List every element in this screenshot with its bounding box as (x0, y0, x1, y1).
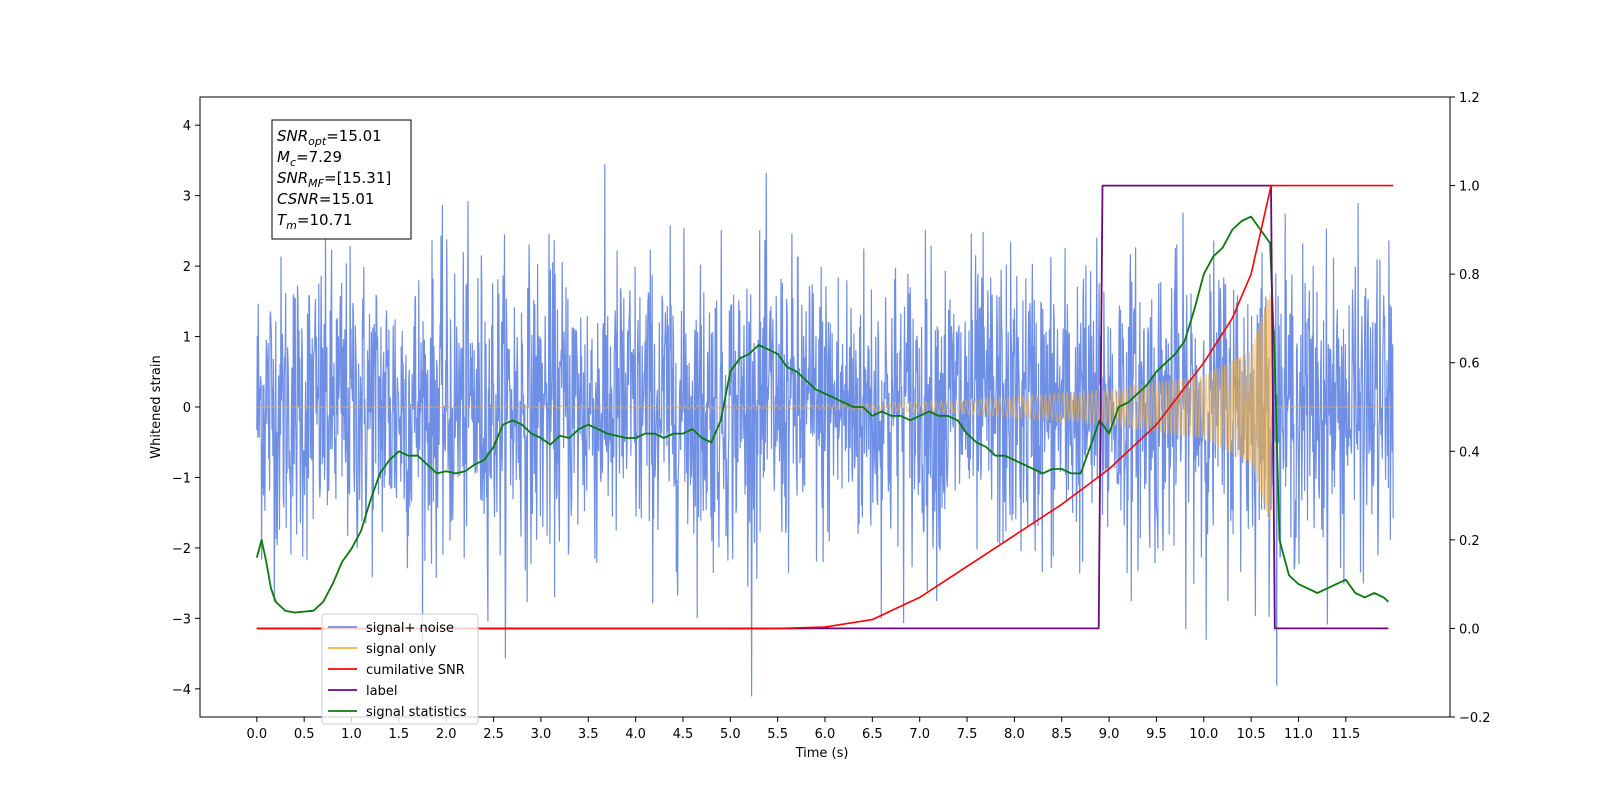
annotation-line: Mc=7.29 (277, 148, 342, 169)
annotation-box: SNRopt=15.01Mc=7.29SNRMF=[15.31]CSNR=15.… (271, 119, 412, 240)
x-tick-label: 4.0 (625, 727, 646, 742)
left-y-tick-label: −3 (172, 612, 191, 627)
x-tick-label: 3.5 (578, 727, 599, 742)
left-y-axis-ticks: 4 3 2 1 0 −1 −2 −3 −4 (172, 119, 200, 698)
x-tick-label: 9.5 (1146, 727, 1167, 742)
x-tick-label: 8.5 (1051, 727, 1072, 742)
right-y-tick-label: 0.2 (1459, 534, 1480, 549)
right-y-tick-label: 0.0 (1459, 622, 1480, 637)
x-tick-label: 11.0 (1284, 727, 1313, 742)
right-y-tick-label: 1.0 (1459, 180, 1480, 195)
x-axis-label: Time (s) (795, 746, 849, 761)
annotation-line: CSNR=15.01 (277, 190, 374, 208)
series-signal-noise (256, 164, 1394, 697)
legend-item-label: label (366, 684, 397, 699)
x-tick-label: 5.0 (720, 727, 741, 742)
x-tick-label: 11.5 (1331, 727, 1360, 742)
right-y-tick-label: 0.4 (1459, 445, 1480, 460)
annotation-frame (271, 119, 412, 240)
x-tick-label: 2.0 (436, 727, 457, 742)
x-tick-label: 3.0 (531, 727, 552, 742)
right-y-tick-label: 0.6 (1459, 357, 1480, 372)
x-tick-label: 0.5 (294, 727, 315, 742)
legend: signal+ noise signal only cumilative SNR la… (321, 613, 479, 725)
left-y-tick-label: 3 (183, 190, 191, 205)
left-y-tick-label: −4 (172, 683, 191, 698)
x-tick-label: 8.0 (1004, 727, 1025, 742)
left-y-axis-label: Whitened strain (149, 355, 164, 458)
left-y-tick-label: 4 (183, 119, 191, 134)
left-y-tick-label: 2 (183, 260, 191, 275)
left-y-tick-label: 0 (183, 401, 191, 416)
x-tick-label: 5.5 (767, 727, 788, 742)
x-tick-label: 0.0 (246, 727, 267, 742)
annotation-line: Tm=10.71 (277, 211, 352, 232)
series-layer (255, 164, 1394, 697)
left-y-tick-label: 1 (183, 331, 191, 346)
x-tick-label: 2.5 (483, 727, 504, 742)
right-y-tick-label: 1.2 (1459, 91, 1480, 106)
left-y-tick-label: −2 (172, 542, 191, 557)
x-tick-label: 9.0 (1099, 727, 1120, 742)
annotation-line: SNRMF=[15.31] (277, 169, 391, 190)
x-tick-label: 1.5 (389, 727, 410, 742)
right-y-axis-ticks: 1.2 1.0 0.8 0.6 0.4 0.2 0.0 −0.2 (1450, 91, 1491, 726)
x-tick-label: 6.0 (815, 727, 836, 742)
legend-item-label: cumilative SNR (366, 663, 465, 678)
series-label (256, 184, 1389, 630)
legend-item-label: signal statistics (366, 705, 467, 720)
x-tick-label: 4.5 (673, 727, 694, 742)
x-tick-label: 10.0 (1189, 727, 1218, 742)
x-tick-label: 7.5 (957, 727, 978, 742)
x-tick-label: 10.5 (1237, 727, 1266, 742)
x-tick-label: 6.5 (862, 727, 883, 742)
series-cumulative-snr (256, 184, 1394, 630)
series-signal-only (256, 292, 1394, 522)
legend-item-label: signal only (366, 642, 436, 657)
series-signal-statistics (255, 215, 1390, 614)
left-y-tick-label: −1 (172, 471, 191, 486)
x-tick-label: 7.0 (909, 727, 930, 742)
legend-item-label: signal+ noise (366, 621, 454, 636)
annotation-line: SNRopt=15.01 (277, 127, 382, 148)
right-y-tick-label: −0.2 (1459, 711, 1491, 726)
right-y-tick-label: 0.8 (1459, 268, 1480, 283)
legend-frame (321, 613, 479, 725)
x-tick-label: 1.0 (341, 727, 362, 742)
x-axis-ticks: 0.0 0.5 1.0 1.5 2.0 2.5 3.0 3.5 4.0 4.5 5.0 5.5 6.0 6… (246, 717, 1360, 742)
